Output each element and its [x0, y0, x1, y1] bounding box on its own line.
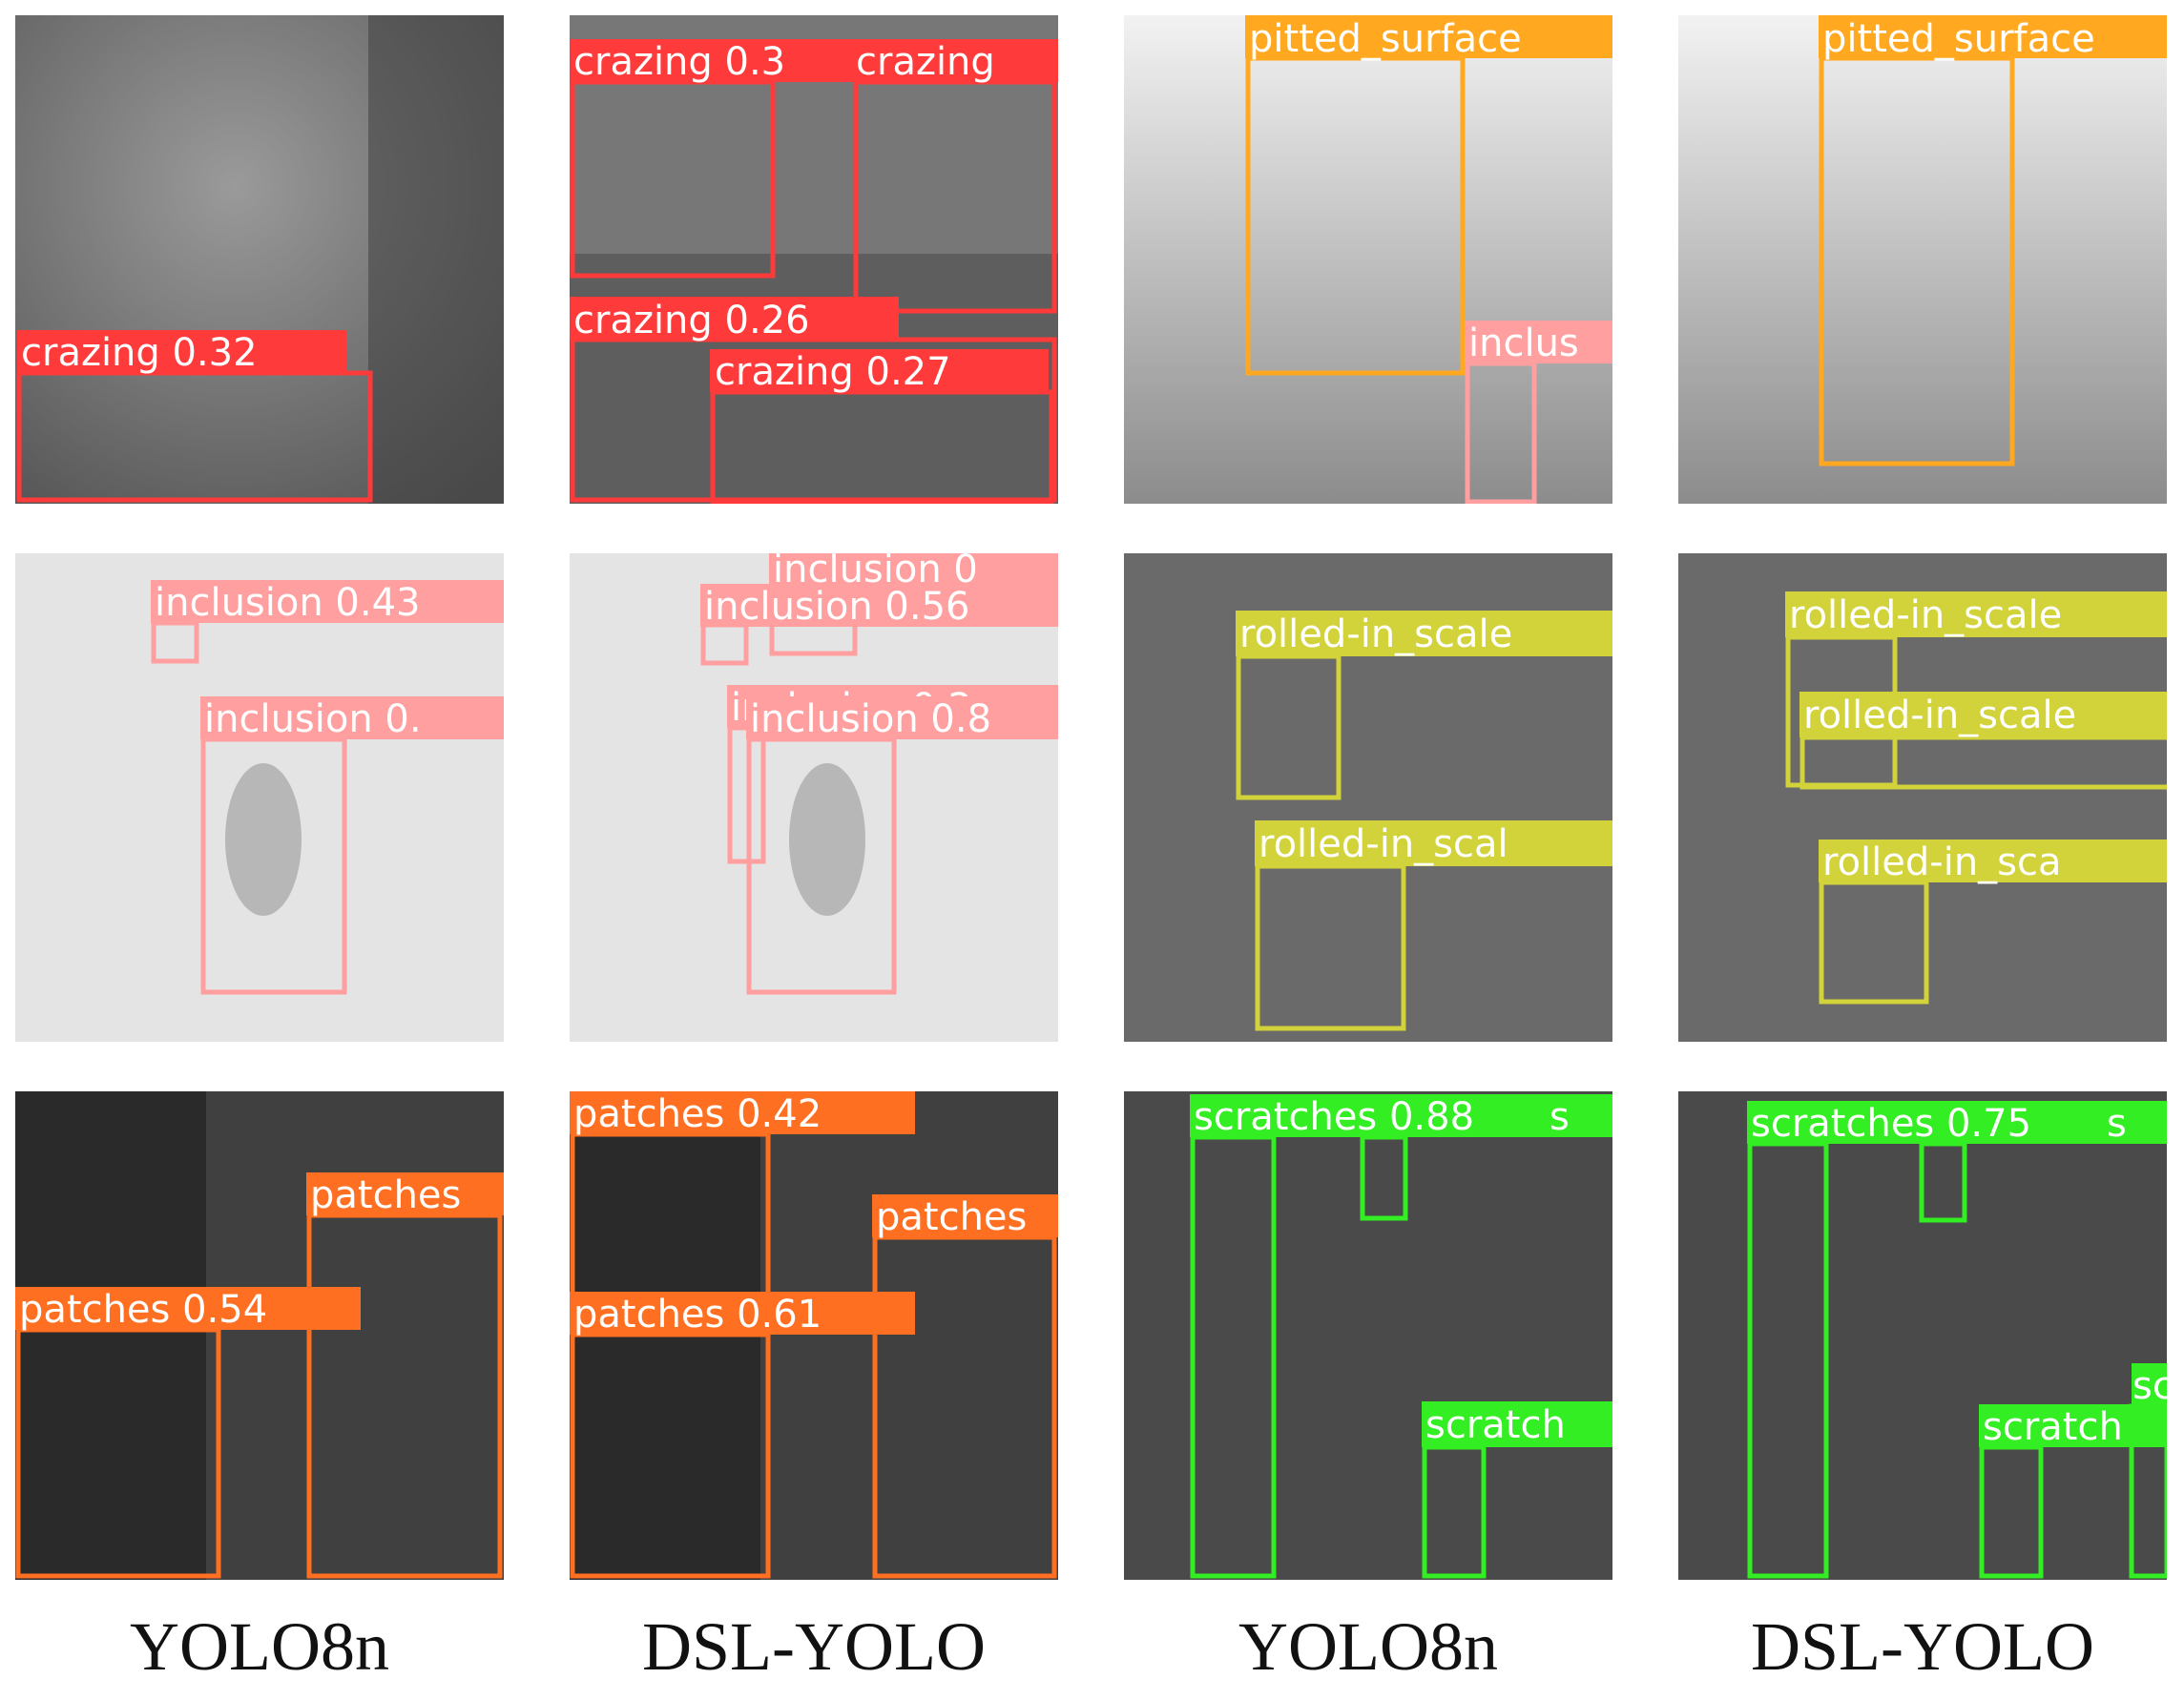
detection-label: sc	[2132, 1364, 2167, 1408]
caption-yolo8n-right: YOLO8n	[1238, 1608, 1498, 1685]
detection-label: pitted_surface	[1822, 17, 2095, 61]
caption-dsl-yolo-left: DSL-YOLO	[642, 1608, 986, 1685]
detection-box: scratch	[1422, 1401, 1612, 1579]
detection-label: crazing 0.32	[21, 331, 258, 375]
detection-box: crazing 0.32	[16, 330, 373, 503]
detection-box: rolled-in_scal	[1255, 820, 1612, 1031]
detection-label: patches 0.61	[573, 1293, 822, 1337]
detection-label: patches	[876, 1195, 1027, 1239]
detection-label: rolled-in_scal	[1258, 822, 1508, 866]
detection-label: inclusion 0.56	[704, 585, 969, 629]
detection-box: pitted_surface	[1245, 15, 1612, 376]
detection-label: rolled-in_sca	[1822, 840, 2062, 884]
detection-label: crazing 0.3	[573, 40, 785, 84]
panel-r0c0: crazing 0.32	[15, 15, 504, 504]
steel-surface-texture	[1124, 15, 1612, 504]
detection-box: scratch	[1979, 1404, 2167, 1579]
detection-box: rolled-in_sca	[1819, 840, 2167, 1005]
detection-box: scratches 0.75	[1747, 1101, 2105, 1579]
detection-label: scratch	[1983, 1405, 2123, 1449]
detection-box: scratches 0.88	[1190, 1094, 1548, 1579]
panel-r2c3: scratches 0.75 s scratch sc	[1678, 1091, 2167, 1580]
detection-label: inclusion 0.	[204, 697, 422, 741]
detection-label: pitted_surface	[1249, 17, 1522, 61]
detection-label: patches 0.42	[573, 1092, 822, 1136]
detection-label: s	[1550, 1095, 1570, 1139]
detection-box: s	[1919, 1101, 2167, 1223]
caption-yolo8n-left: YOLO8n	[130, 1608, 389, 1685]
detection-label: rolled-in_scale	[1789, 593, 2062, 637]
panel-r1c3: rolled-in_scale rolled-in_scale rolled-i…	[1678, 553, 2167, 1042]
detection-box: patches	[306, 1172, 504, 1579]
detection-label: inclusion 0.8	[750, 697, 991, 741]
detection-label: scratch	[1425, 1403, 1566, 1447]
detection-box: inclusion 0.8	[746, 696, 1058, 995]
detection-label: crazing 0.26	[573, 299, 810, 342]
detection-label: scratches 0.88	[1194, 1095, 1474, 1139]
detection-label: inclusion 0.43	[155, 581, 420, 625]
detection-box: crazing	[853, 39, 1058, 314]
panel-r0c3: pitted_surface	[1678, 15, 2167, 504]
detection-box: crazing 0.26	[570, 297, 1057, 503]
detection-label: s	[2107, 1102, 2127, 1146]
detection-label: rolled-in_scale	[1239, 612, 1512, 656]
detection-box: inclus	[1465, 321, 1612, 504]
detection-box: rolled-in_scale	[1785, 591, 2167, 788]
detection-box: inclusion 0.56	[700, 584, 1058, 666]
detection-box: pitted_surface	[1819, 15, 2167, 466]
detection-label: rolled-in_scale	[1803, 694, 2076, 737]
detection-label: patches	[310, 1173, 461, 1217]
steel-surface-texture	[1678, 15, 2167, 504]
caption-dsl-yolo-right: DSL-YOLO	[1751, 1608, 2094, 1685]
detection-box: rolled-in_scale	[1236, 611, 1612, 800]
panel-r2c2: scratches 0.88 s scratch	[1124, 1091, 1612, 1580]
steel-surface-texture	[1124, 1091, 1612, 1580]
detection-box: rolled-in_scale	[1799, 692, 2167, 790]
detection-box: crazing 0.3	[570, 39, 856, 279]
panel-r0c2: pitted_surface inclus	[1124, 15, 1612, 504]
detection-box: patches 0.61	[570, 1292, 915, 1579]
panel-r1c2: rolled-in_scale rolled-in_scal	[1124, 553, 1612, 1042]
detection-label: crazing 0.27	[715, 350, 951, 394]
detection-box: inclusion 0.	[200, 696, 504, 995]
detection-box: crazing 0.27	[710, 349, 1054, 504]
panel-r2c1: patches 0.42 patches patches 0.61	[570, 1091, 1058, 1580]
panel-r0c1: crazing 0.3 crazing crazing 0.26 crazing…	[570, 15, 1058, 504]
panel-r1c1: inclusion 0 inclusion 0.56 inclusion 0.2…	[570, 553, 1058, 1042]
detection-label: crazing	[856, 40, 995, 84]
detection-box: s	[1360, 1094, 1612, 1221]
detection-box: inclusion 0.43	[151, 580, 504, 664]
panel-r2c0: patches patches 0.54	[15, 1091, 504, 1580]
detection-box: patches 0.42	[570, 1091, 915, 1328]
panel-r1c0: inclusion 0.43 inclusion 0.	[15, 553, 504, 1042]
detection-label: inclus	[1468, 321, 1579, 365]
detection-box: sc	[2129, 1363, 2167, 1579]
detection-box: patches 0.54	[15, 1287, 361, 1579]
detection-box: patches	[872, 1194, 1058, 1579]
detection-label: scratches 0.75	[1751, 1102, 2031, 1146]
detection-label: patches 0.54	[19, 1288, 267, 1332]
